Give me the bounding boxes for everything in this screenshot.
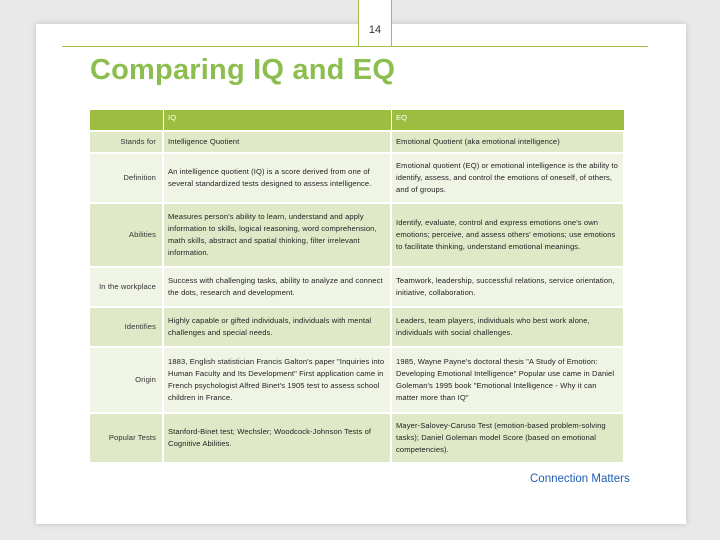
table-row: Origin 1883, English statistician Franci… bbox=[90, 346, 625, 412]
iq-cell: Measures person's ability to learn, unde… bbox=[164, 202, 392, 266]
row-label: Definition bbox=[90, 152, 164, 202]
row-label: Popular Tests bbox=[90, 412, 164, 462]
table-row: In the workplace Success with challengin… bbox=[90, 266, 625, 306]
header-eq: EQ bbox=[392, 110, 625, 130]
page-number: 14 bbox=[368, 24, 382, 36]
comparison-table: IQ EQ Stands for Intelligence Quotient E… bbox=[90, 110, 625, 462]
row-label: Origin bbox=[90, 346, 164, 412]
header-label-cell bbox=[90, 110, 164, 130]
table-row: Popular Tests Stanford-Binet test; Wechs… bbox=[90, 412, 625, 462]
eq-cell: Emotional Quotient (aka emotional intell… bbox=[392, 130, 625, 152]
iq-cell: Success with challenging tasks, ability … bbox=[164, 266, 392, 306]
table-row: Stands for Intelligence Quotient Emotion… bbox=[90, 130, 625, 152]
table-row: Abilities Measures person's ability to l… bbox=[90, 202, 625, 266]
iq-cell: 1883, English statistician Francis Galto… bbox=[164, 346, 392, 412]
eq-cell: Mayer-Salovey-Caruso Test (emotion-based… bbox=[392, 412, 625, 462]
iq-cell: Stanford-Binet test; Wechsler; Woodcock-… bbox=[164, 412, 392, 462]
row-label: Stands for bbox=[90, 130, 164, 152]
slide-title: Comparing IQ and EQ bbox=[90, 54, 396, 86]
row-label: Identifies bbox=[90, 306, 164, 346]
iq-cell: Intelligence Quotient bbox=[164, 130, 392, 152]
footer-text: Connection Matters bbox=[530, 473, 630, 485]
eq-cell: 1985, Wayne Payne's doctoral thesis "A S… bbox=[392, 346, 625, 412]
table-row: Identifies Highly capable or gifted indi… bbox=[90, 306, 625, 346]
page-number-tab: 14 bbox=[358, 0, 392, 46]
row-label: Abilities bbox=[90, 202, 164, 266]
eq-cell: Emotional quotient (EQ) or emotional int… bbox=[392, 152, 625, 202]
header-iq: IQ bbox=[164, 110, 392, 130]
iq-cell: An intelligence quotient (IQ) is a score… bbox=[164, 152, 392, 202]
eq-cell: Leaders, team players, individuals who b… bbox=[392, 306, 625, 346]
iq-cell: Highly capable or gifted individuals, in… bbox=[164, 306, 392, 346]
eq-cell: Identify, evaluate, control and express … bbox=[392, 202, 625, 266]
top-rule bbox=[62, 46, 648, 47]
table-row: Definition An intelligence quotient (IQ)… bbox=[90, 152, 625, 202]
row-label: In the workplace bbox=[90, 266, 164, 306]
table-header-row: IQ EQ bbox=[90, 110, 625, 130]
eq-cell: Teamwork, leadership, successful relatio… bbox=[392, 266, 625, 306]
